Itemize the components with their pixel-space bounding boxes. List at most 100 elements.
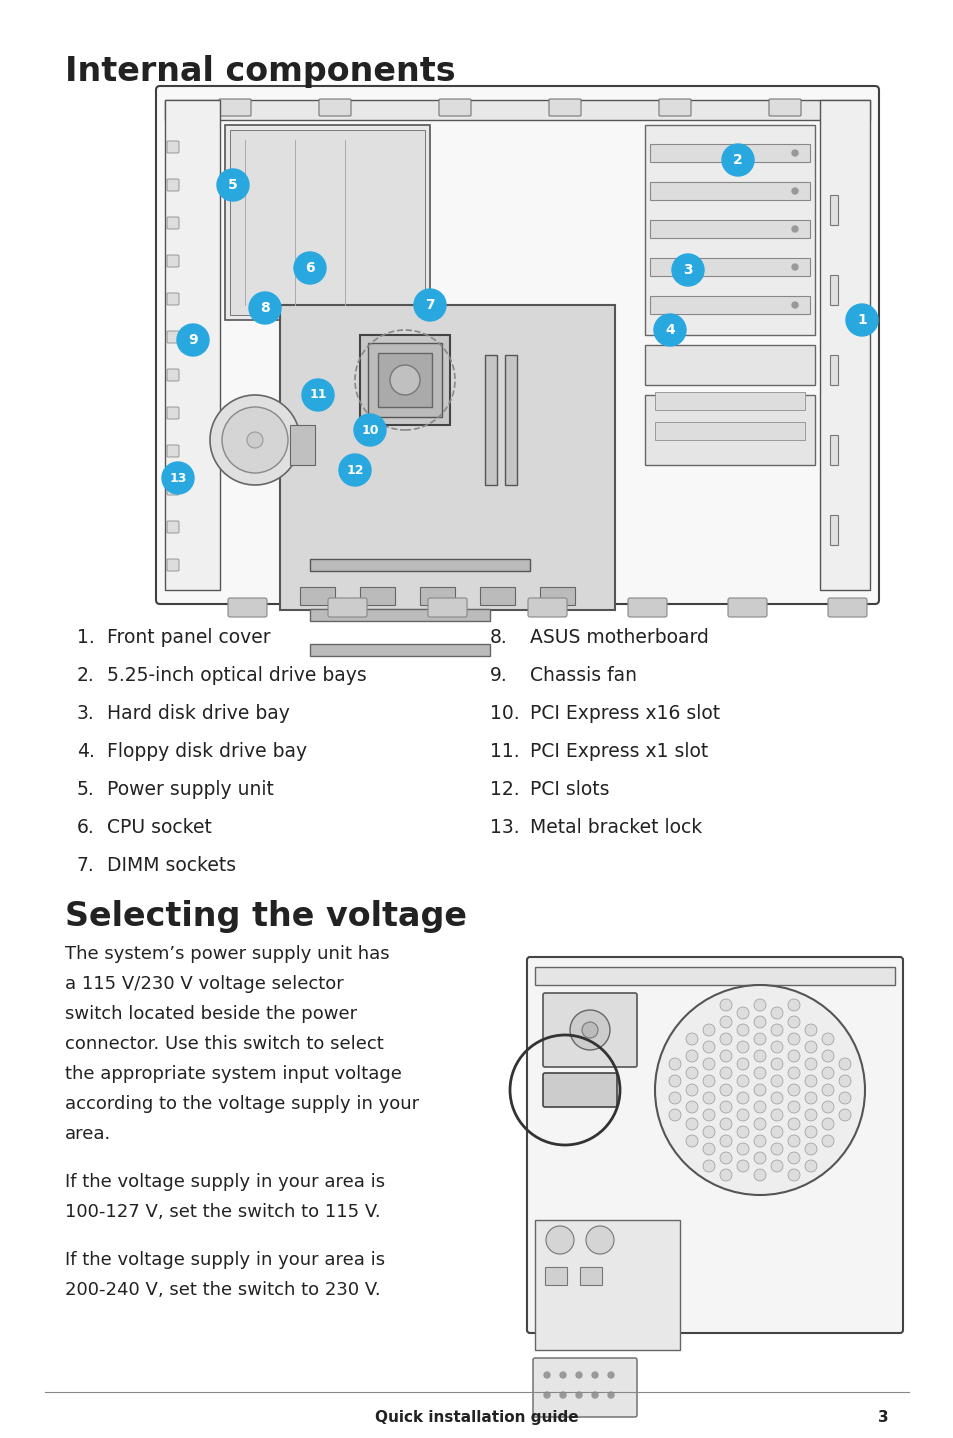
Bar: [539, 587, 575, 605]
Circle shape: [838, 1058, 850, 1070]
Circle shape: [559, 1392, 565, 1398]
Text: Power supply unit: Power supply unit: [107, 779, 274, 800]
Circle shape: [685, 1102, 698, 1113]
Circle shape: [294, 252, 326, 283]
Bar: [310, 644, 490, 656]
Circle shape: [838, 1109, 850, 1122]
FancyBboxPatch shape: [542, 1073, 617, 1107]
Circle shape: [720, 1084, 731, 1096]
Circle shape: [787, 1017, 800, 1028]
Bar: [280, 305, 615, 610]
FancyBboxPatch shape: [167, 293, 179, 305]
Bar: [649, 257, 809, 276]
Text: 11: 11: [309, 388, 327, 401]
Text: Chassis fan: Chassis fan: [530, 666, 637, 684]
Bar: [310, 559, 530, 571]
Text: Metal bracket lock: Metal bracket lock: [530, 818, 701, 837]
Circle shape: [685, 1117, 698, 1130]
Circle shape: [804, 1109, 816, 1122]
Bar: [649, 183, 809, 200]
Circle shape: [787, 1050, 800, 1063]
Text: 10: 10: [361, 424, 378, 437]
Circle shape: [804, 1041, 816, 1053]
Circle shape: [737, 1091, 748, 1104]
Circle shape: [791, 226, 797, 232]
Text: 6: 6: [305, 262, 314, 275]
Text: 7: 7: [425, 298, 435, 312]
Text: PCI Express x16 slot: PCI Express x16 slot: [530, 705, 720, 723]
Bar: [649, 144, 809, 162]
Text: 3.: 3.: [77, 705, 94, 723]
Text: connector. Use this switch to select: connector. Use this switch to select: [65, 1035, 383, 1053]
Circle shape: [804, 1024, 816, 1035]
Text: 3: 3: [878, 1411, 888, 1425]
Circle shape: [668, 1091, 680, 1104]
Bar: [535, 966, 894, 985]
Circle shape: [787, 1067, 800, 1078]
Circle shape: [720, 1135, 731, 1148]
Circle shape: [770, 1024, 782, 1035]
Text: 2: 2: [732, 152, 742, 167]
Circle shape: [770, 1109, 782, 1122]
Text: switch located beside the power: switch located beside the power: [65, 1005, 356, 1022]
FancyBboxPatch shape: [219, 99, 251, 116]
Circle shape: [210, 395, 299, 485]
Bar: [225, 125, 430, 321]
Text: area.: area.: [65, 1125, 112, 1143]
Circle shape: [720, 1017, 731, 1028]
Circle shape: [390, 365, 419, 395]
Text: Selecting the voltage: Selecting the voltage: [65, 900, 467, 933]
Circle shape: [821, 1084, 833, 1096]
Circle shape: [770, 1007, 782, 1020]
FancyBboxPatch shape: [167, 407, 179, 418]
Bar: [299, 587, 335, 605]
FancyBboxPatch shape: [167, 483, 179, 495]
Circle shape: [753, 999, 765, 1011]
Bar: [655, 421, 804, 440]
Circle shape: [737, 1143, 748, 1155]
Circle shape: [545, 1227, 574, 1254]
FancyBboxPatch shape: [659, 99, 690, 116]
Circle shape: [702, 1109, 714, 1122]
Circle shape: [559, 1372, 565, 1378]
Circle shape: [753, 1117, 765, 1130]
Circle shape: [720, 1117, 731, 1130]
Circle shape: [791, 150, 797, 155]
Circle shape: [543, 1392, 550, 1398]
Circle shape: [720, 1152, 731, 1163]
Bar: [535, 1219, 679, 1350]
Bar: [644, 125, 814, 335]
Circle shape: [569, 1009, 609, 1050]
FancyBboxPatch shape: [167, 255, 179, 267]
Circle shape: [654, 313, 685, 347]
Text: 9.: 9.: [490, 666, 507, 684]
Circle shape: [770, 1076, 782, 1087]
FancyBboxPatch shape: [527, 598, 566, 617]
Bar: [829, 275, 837, 305]
Circle shape: [668, 1076, 680, 1087]
FancyBboxPatch shape: [167, 178, 179, 191]
Circle shape: [585, 1227, 614, 1254]
Text: If the voltage supply in your area is: If the voltage supply in your area is: [65, 1173, 385, 1191]
Circle shape: [668, 1058, 680, 1070]
Circle shape: [787, 1135, 800, 1148]
Text: 6.: 6.: [77, 818, 94, 837]
Circle shape: [737, 1041, 748, 1053]
Circle shape: [737, 1024, 748, 1035]
Text: 1: 1: [856, 313, 866, 326]
FancyBboxPatch shape: [533, 1357, 637, 1416]
Circle shape: [753, 1067, 765, 1078]
Circle shape: [737, 1007, 748, 1020]
Circle shape: [753, 1050, 765, 1063]
FancyBboxPatch shape: [167, 370, 179, 381]
Circle shape: [338, 454, 371, 486]
Bar: [484, 355, 497, 485]
Circle shape: [821, 1067, 833, 1078]
Text: 5.25-inch optical drive bays: 5.25-inch optical drive bays: [107, 666, 366, 684]
Circle shape: [791, 302, 797, 308]
Text: 100-127 V, set the switch to 115 V.: 100-127 V, set the switch to 115 V.: [65, 1204, 380, 1221]
Text: Hard disk drive bay: Hard disk drive bay: [107, 705, 290, 723]
Circle shape: [720, 1169, 731, 1181]
Circle shape: [804, 1143, 816, 1155]
Circle shape: [821, 1135, 833, 1148]
